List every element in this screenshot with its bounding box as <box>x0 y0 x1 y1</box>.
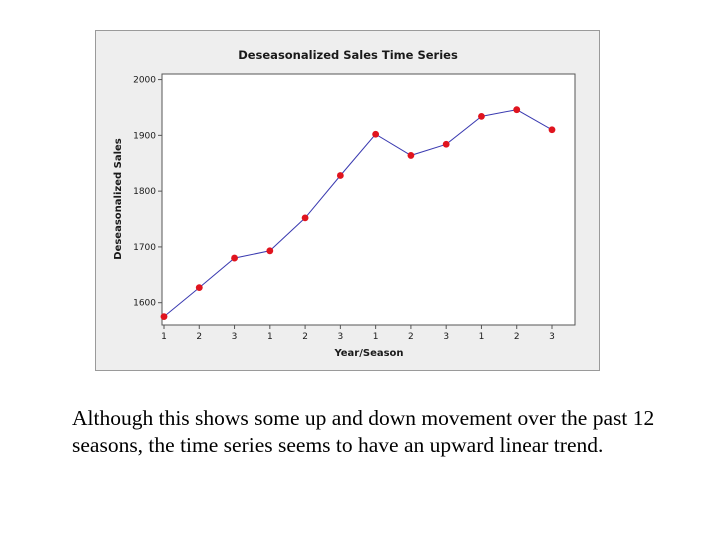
x-tick-label: 3 <box>549 332 555 342</box>
y-axis-label: Deseasonalized Sales <box>113 138 124 260</box>
caption-text: Although this shows some up and down mov… <box>72 406 655 457</box>
series-line <box>163 109 553 317</box>
x-tick-label: 3 <box>232 332 238 342</box>
data-point <box>478 112 485 120</box>
data-point <box>513 106 521 114</box>
x-tick-label: 1 <box>267 332 273 342</box>
y-tick-label: 1700 <box>133 243 156 253</box>
chart-frame: Deseasonalized Sales Time Series 1600 170… <box>95 30 600 371</box>
data-point <box>266 247 274 255</box>
data-point <box>301 214 309 222</box>
x-tick-label: 1 <box>161 332 167 342</box>
x-tick-label: 2 <box>408 332 414 342</box>
x-axis: 1 2 3 1 2 3 1 2 3 1 2 3 <box>161 325 555 342</box>
series-sales <box>160 106 556 321</box>
x-tick-label: 1 <box>479 332 485 342</box>
data-point <box>160 313 168 321</box>
data-point <box>407 152 415 159</box>
data-point <box>442 140 450 148</box>
x-tick-label: 1 <box>373 332 379 342</box>
data-point <box>336 172 344 179</box>
y-axis: 1600 1700 1800 1900 2000 <box>133 76 162 309</box>
x-tick-label: 2 <box>302 332 308 342</box>
y-tick-label: 1800 <box>133 187 156 197</box>
y-tick-label: 1600 <box>133 299 156 309</box>
data-point <box>231 254 238 262</box>
x-tick-label: 3 <box>337 332 343 342</box>
x-tick-label: 2 <box>514 332 520 342</box>
plot-area <box>161 73 576 326</box>
x-tick-label: 3 <box>443 332 449 342</box>
x-axis-label: Year/Season <box>333 348 403 359</box>
x-tick-label: 2 <box>196 332 202 342</box>
data-point <box>548 126 556 134</box>
y-tick-label: 2000 <box>133 76 156 86</box>
y-tick-label: 1900 <box>133 131 156 141</box>
data-point <box>195 284 203 292</box>
chart: Deseasonalized Sales Time Series 1600 170… <box>113 48 576 359</box>
chart-title: Deseasonalized Sales Time Series <box>238 48 458 62</box>
data-point <box>372 130 380 138</box>
